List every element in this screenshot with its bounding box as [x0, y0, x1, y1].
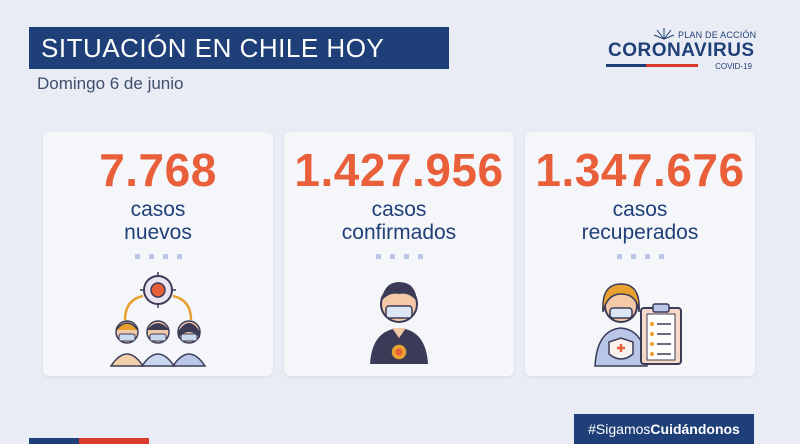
new-cases-card: 7.768 casos nuevos — [43, 132, 273, 376]
hashtag-prefix: #Sigamos — [588, 421, 651, 437]
date-label: Domingo 6 de junio — [37, 74, 184, 93]
stat-label: casos confirmados — [284, 198, 514, 244]
logo-underline-blue — [606, 64, 646, 67]
stat-number: 1.427.956 — [294, 144, 504, 196]
stat-label: casos nuevos — [43, 198, 273, 244]
coronavirus-plan-logo: PLAN DE ACCIÓN CORONAVIRUS COVID-19 — [606, 24, 758, 76]
stat-label-line1: casos — [130, 198, 186, 221]
hashtag-badge: #SigamosCuidándonos — [574, 414, 754, 444]
stat-label-line2: confirmados — [341, 221, 457, 244]
stat-number: 1.347.676 — [535, 144, 745, 196]
recovered-clipboard-icon — [594, 283, 682, 367]
dot-separator — [43, 254, 273, 260]
logo-big-text: CORONAVIRUS — [608, 40, 755, 61]
stat-label-line1: casos — [371, 198, 427, 221]
stat-label-line2: nuevos — [124, 221, 192, 244]
stat-number: 7.768 — [99, 144, 217, 196]
stat-label-line1: casos — [612, 198, 668, 221]
logo-underline — [606, 64, 698, 67]
contagion-icon — [109, 272, 207, 367]
stat-label: casos recuperados — [525, 198, 755, 244]
stat-label-line2: recuperados — [581, 221, 699, 244]
dot-separator — [525, 254, 755, 260]
dot-separator — [284, 254, 514, 260]
recovered-cases-card: 1.347.676 casos recuperados — [525, 132, 755, 376]
logo-small-text: PLAN DE ACCIÓN — [678, 30, 757, 40]
sunburst-icon — [653, 28, 675, 40]
confirmed-cases-card: 1.427.956 casos confirmados — [284, 132, 514, 376]
logo-sub-text: COVID-19 — [715, 62, 752, 71]
flag-stripe — [29, 438, 149, 444]
hashtag-bold: Cuidándonos — [650, 421, 740, 437]
masked-person-icon — [370, 282, 428, 364]
page-title: SITUACIÓN EN CHILE HOY — [29, 27, 449, 69]
